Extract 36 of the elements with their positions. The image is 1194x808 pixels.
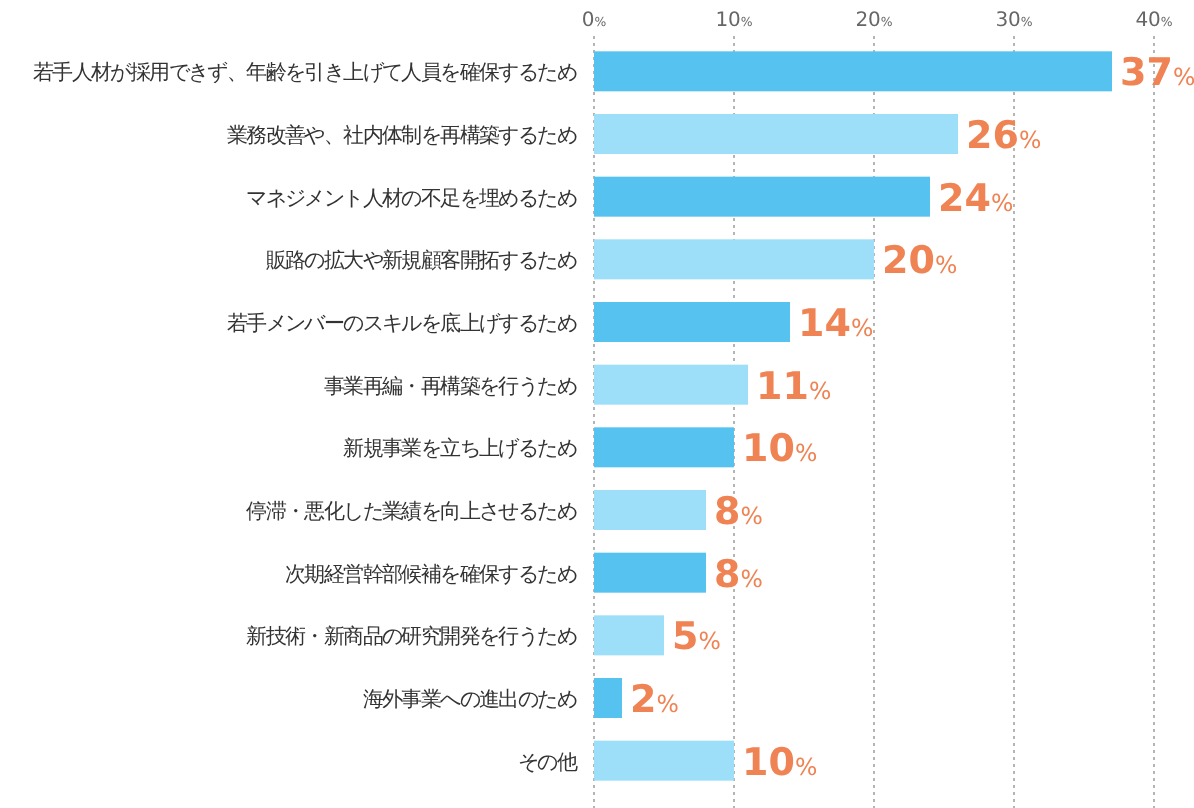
bar [594,678,622,718]
y-tick-label: マネジメント人材の不足を埋めるため [246,186,577,211]
data-label: 2% [630,678,679,722]
bar [594,740,734,781]
bar [594,51,1112,92]
bar [594,427,734,468]
data-label: 20% [882,239,958,284]
data-label: 8% [714,552,763,597]
bar [594,552,706,593]
data-label: 14% [798,302,874,346]
y-tick-label: 新規事業を立ち上げるため [343,437,577,462]
data-label: 8% [714,490,763,534]
data-label: 11% [756,364,832,409]
bar [594,364,748,405]
data-label: 24% [938,176,1014,221]
y-tick-label: 海外事業への進出のため [362,688,577,712]
y-tick-label: 若手人材が採用できず、年齢を引き上げて人員を確保するため [32,61,577,86]
data-label: 5% [672,615,721,660]
bar [594,239,874,280]
bar [594,114,958,154]
bar [594,302,790,342]
data-label: 10% [742,740,818,785]
data-label: 10% [742,427,818,472]
bar [594,615,664,656]
y-tick-label: 若手メンバーのスキルを底上げするため [226,312,577,336]
y-tick-label: 販路の拡大や新規顧客開拓するため [265,249,577,274]
y-tick-label: 事業再編・再構築を行うため [323,374,577,399]
y-tick-label: 次期経営幹部候補を確保するため [284,562,577,587]
data-label: 26% [966,114,1042,158]
bar [594,490,706,530]
y-tick-label: 停滞・悪化した業績を向上させるため [246,500,577,524]
y-tick-label: その他 [517,750,577,775]
y-tick-label: 業務改善や、社内体制を再構築するため [226,124,577,148]
y-tick-label: 新技術・新商品の研究開発を行うため [246,625,577,650]
bar [594,176,930,217]
data-label: 37% [1120,51,1194,96]
